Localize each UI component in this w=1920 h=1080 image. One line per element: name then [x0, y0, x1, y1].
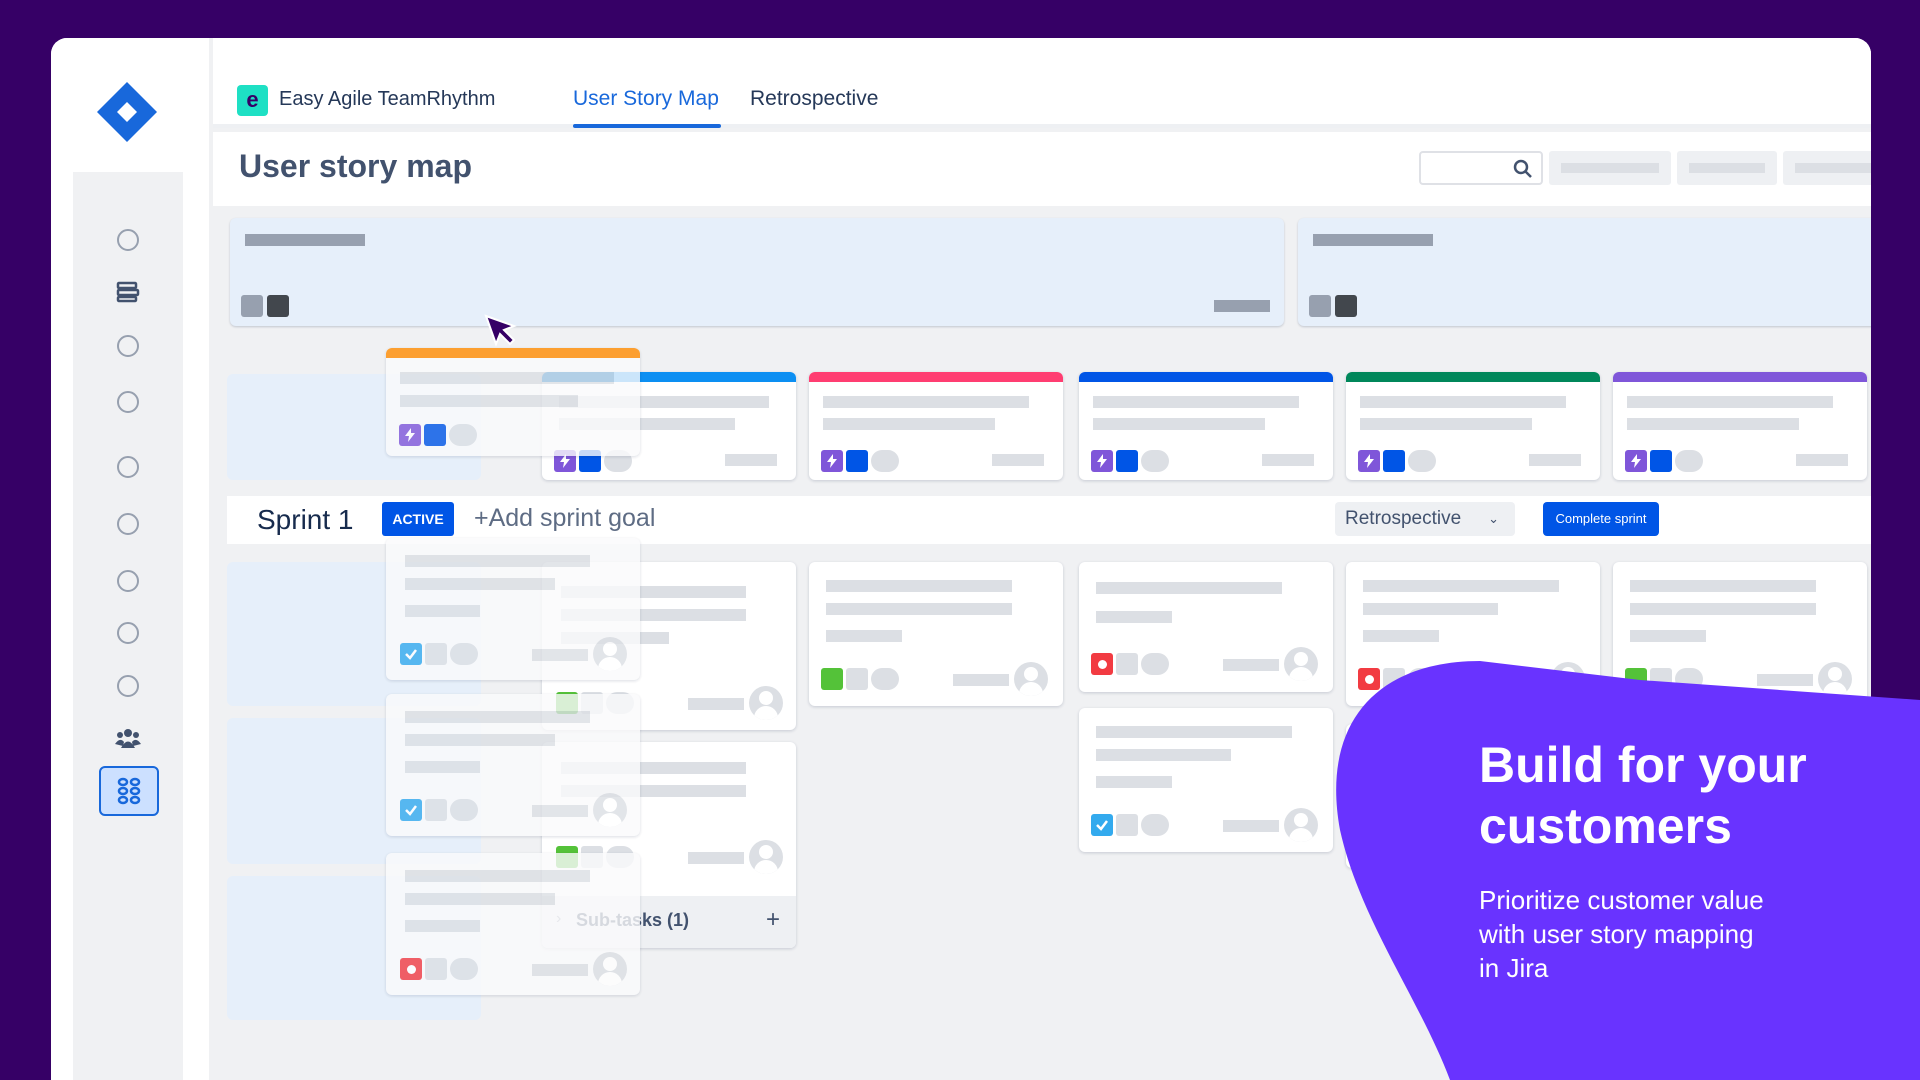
circle-icon [117, 391, 139, 413]
sidebar-item-team[interactable] [73, 718, 183, 758]
epic-card[interactable] [1298, 218, 1871, 326]
story-card[interactable] [1346, 372, 1600, 480]
sidebar-item-9[interactable] [73, 666, 183, 706]
promo-title-line: customers [1479, 798, 1732, 854]
story-card[interactable] [1613, 372, 1867, 480]
promo-subtitle-line: with user story mapping [1479, 919, 1754, 949]
dragged-issue-card[interactable] [386, 853, 640, 995]
app-window: e Easy Agile TeamRhythm User Story Map R… [51, 38, 1871, 1080]
assignee-avatar[interactable] [749, 840, 783, 874]
complete-sprint-button[interactable]: Complete sprint [1543, 502, 1659, 536]
sidebar-item-backlog[interactable] [73, 272, 183, 312]
retrospective-dropdown-label: Retrospective [1345, 508, 1462, 529]
issue-card[interactable] [1079, 708, 1333, 852]
main-area: e Easy Agile TeamRhythm User Story Map R… [213, 38, 1871, 1080]
story-card[interactable] [1079, 372, 1333, 480]
epic-lightning-icon [821, 450, 843, 472]
app-name: Easy Agile TeamRhythm [279, 88, 496, 110]
task-check-icon [400, 643, 422, 665]
promo-subtitle-line: Prioritize customer value [1479, 885, 1764, 915]
rail-divider [209, 38, 213, 1080]
sprint-status-badge: ACTIVE [382, 502, 454, 536]
bug-icon [1091, 653, 1113, 675]
circle-icon [117, 513, 139, 535]
epic-lightning-icon [1358, 450, 1380, 472]
issue-card[interactable] [1346, 562, 1600, 706]
app-topbar: e Easy Agile TeamRhythm User Story Map R… [213, 38, 1871, 128]
sidebar-item-apps[interactable] [99, 766, 159, 816]
promo-title-line: Build for your [1479, 737, 1807, 793]
assignee-avatar[interactable] [593, 793, 627, 827]
task-check-icon [400, 799, 422, 821]
epic-lightning-icon [399, 424, 421, 446]
jira-rail [51, 38, 209, 1080]
filter-button-1[interactable] [1549, 151, 1671, 185]
sprint-name: Sprint 1 [257, 504, 354, 535]
sidebar-item-4[interactable] [73, 382, 183, 422]
circle-icon [117, 335, 139, 357]
story-bookmark-icon [1625, 668, 1647, 690]
assignee-avatar[interactable] [1551, 662, 1585, 696]
dragged-issue-card[interactable] [386, 538, 640, 680]
promo-subtitle-line: in Jira [1479, 953, 1549, 983]
circle-icon [117, 456, 139, 478]
assignee-avatar[interactable] [1284, 647, 1318, 681]
sidebar-item-7[interactable] [73, 561, 183, 601]
tab-user-story-map[interactable]: User Story Map [573, 87, 719, 110]
circle-icon [117, 675, 139, 697]
tab-retrospective[interactable]: Retrospective [750, 87, 879, 110]
promo-title: Build for your customers [1479, 735, 1807, 857]
mouse-cursor-icon [484, 314, 517, 347]
page-header: User story map [213, 132, 1871, 206]
sidebar-item-8[interactable] [73, 613, 183, 653]
search-icon [1513, 159, 1532, 178]
filter-button-2[interactable] [1677, 151, 1777, 185]
sidebar-item-6[interactable] [73, 504, 183, 544]
assignee-avatar[interactable] [1818, 662, 1852, 696]
epic-lightning-icon [1625, 450, 1647, 472]
circle-icon [117, 570, 139, 592]
assignee-avatar[interactable] [593, 637, 627, 671]
assignee-avatar[interactable] [1284, 808, 1318, 842]
story-bookmark-icon [821, 668, 843, 690]
sidebar-item-1[interactable] [73, 220, 183, 260]
story-card[interactable] [809, 372, 1063, 480]
issue-card[interactable] [1613, 562, 1867, 706]
assignee-avatar[interactable] [749, 686, 783, 720]
epic-card[interactable] [230, 218, 1284, 326]
sidebar-item-5[interactable] [73, 447, 183, 487]
add-sprint-goal-link[interactable]: +Add sprint goal [474, 504, 656, 532]
bug-icon [1358, 668, 1380, 690]
sidebar [73, 172, 183, 1080]
assignee-avatar[interactable] [593, 952, 627, 986]
issue-card[interactable] [809, 562, 1063, 706]
sidebar-item-3[interactable] [73, 326, 183, 366]
epic-lightning-icon [1091, 450, 1113, 472]
assignee-avatar[interactable] [1014, 662, 1048, 696]
jira-logo-icon[interactable] [95, 80, 159, 144]
active-tab-indicator [573, 124, 721, 128]
bug-icon [400, 958, 422, 980]
search-input[interactable] [1419, 151, 1543, 185]
easy-agile-logo-icon: e [237, 85, 268, 116]
retrospective-dropdown[interactable]: Retrospective ⌄ [1335, 502, 1515, 536]
apps-grid-icon [117, 777, 141, 805]
page-title: User story map [239, 148, 472, 184]
bug-icon [1358, 814, 1380, 836]
add-subtask-button[interactable]: + [765, 906, 780, 933]
chevron-down-icon: ⌄ [1488, 511, 1499, 526]
backlog-icon [116, 281, 140, 303]
sprint-header: Sprint 1 ACTIVE +Add sprint goal Retrosp… [227, 496, 1871, 544]
dragged-issue-card[interactable] [386, 694, 640, 836]
filter-button-3[interactable] [1783, 151, 1871, 185]
dragged-story-card[interactable] [386, 348, 640, 456]
circle-icon [117, 622, 139, 644]
circle-icon [117, 229, 139, 251]
task-check-icon [1091, 814, 1113, 836]
team-icon [115, 729, 141, 748]
issue-card[interactable] [1079, 562, 1333, 692]
promo-subtitle: Prioritize customer value with user stor… [1479, 883, 1839, 985]
